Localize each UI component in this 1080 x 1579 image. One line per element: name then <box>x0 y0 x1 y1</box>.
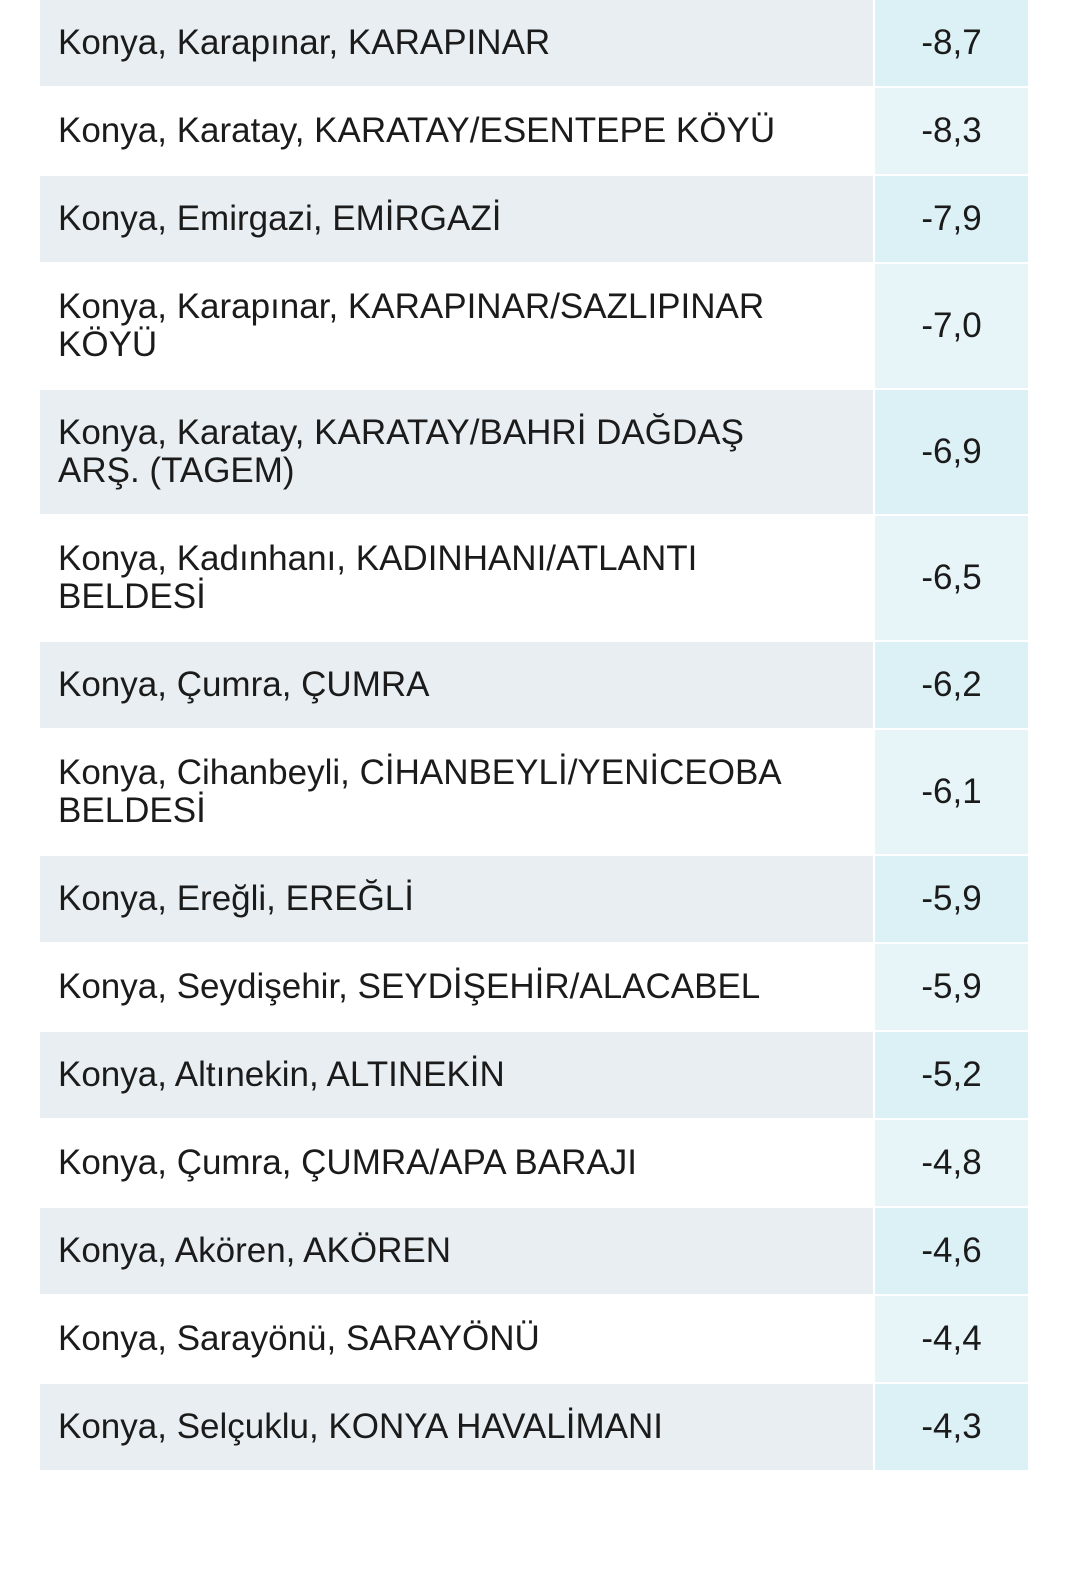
location-cell: Konya, Selçuklu, KONYA HAVALİMANI <box>40 1384 873 1470</box>
value-cell: -5,9 <box>875 944 1028 1030</box>
location-cell: Konya, Sarayönü, SARAYÖNÜ <box>40 1296 873 1382</box>
location-cell: Konya, Karatay, KARATAY/ESENTEPE KÖYÜ <box>40 88 873 174</box>
location-cell: Konya, Cihanbeyli, CİHANBEYLİ/YENİCEOBA … <box>40 730 873 854</box>
table-row: Konya, Selçuklu, KONYA HAVALİMANI -4,3 <box>40 1384 1028 1470</box>
value-cell: -8,3 <box>875 88 1028 174</box>
value-cell: -7,0 <box>875 264 1028 388</box>
table-row: Konya, Kadınhanı, KADINHANI/ATLANTI BELD… <box>40 516 1028 640</box>
value-cell: -4,8 <box>875 1120 1028 1206</box>
location-cell: Konya, Akören, AKÖREN <box>40 1208 873 1294</box>
table-row: Konya, Karapınar, KARAPINAR/SAZLIPINAR K… <box>40 264 1028 388</box>
table-row: Konya, Sarayönü, SARAYÖNÜ -4,4 <box>40 1296 1028 1382</box>
value-cell: -6,9 <box>875 390 1028 514</box>
value-cell: -7,9 <box>875 176 1028 262</box>
table-row: Konya, Karapınar, KARAPINAR -8,7 <box>40 0 1028 86</box>
location-cell: Konya, Emirgazi, EMİRGAZİ <box>40 176 873 262</box>
table-row: Konya, Karatay, KARATAY/ESENTEPE KÖYÜ -8,… <box>40 88 1028 174</box>
value-cell: -8,7 <box>875 0 1028 86</box>
table: Konya, Karapınar, KARAPINAR -8,7 Konya, Ka… <box>38 0 1030 1472</box>
location-cell: Konya, Ereğli, EREĞLİ <box>40 856 873 942</box>
table-row: Konya, Ereğli, EREĞLİ -5,9 <box>40 856 1028 942</box>
location-cell: Konya, Karatay, KARATAY/BAHRİ DAĞDAŞ ARŞ… <box>40 390 873 514</box>
table-row: Konya, Cihanbeyli, CİHANBEYLİ/YENİCEOBA … <box>40 730 1028 854</box>
location-cell: Konya, Kadınhanı, KADINHANI/ATLANTI BELD… <box>40 516 873 640</box>
table-row: Konya, Akören, AKÖREN -4,6 <box>40 1208 1028 1294</box>
table-row: Konya, Çumra, ÇUMRA/APA BARAJI -4,8 <box>40 1120 1028 1206</box>
value-cell: -5,2 <box>875 1032 1028 1118</box>
value-cell: -6,1 <box>875 730 1028 854</box>
value-cell: -5,9 <box>875 856 1028 942</box>
location-cell: Konya, Seydişehir, SEYDİŞEHİR/ALACABEL <box>40 944 873 1030</box>
value-cell: -6,5 <box>875 516 1028 640</box>
location-cell: Konya, Altınekin, ALTINEKİN <box>40 1032 873 1118</box>
table-row: Konya, Çumra, ÇUMRA -6,2 <box>40 642 1028 728</box>
location-cell: Konya, Karapınar, KARAPINAR <box>40 0 873 86</box>
table-row: Konya, Seydişehir, SEYDİŞEHİR/ALACABEL -5… <box>40 944 1028 1030</box>
value-cell: -4,4 <box>875 1296 1028 1382</box>
location-cell: Konya, Çumra, ÇUMRA/APA BARAJI <box>40 1120 873 1206</box>
location-cell: Konya, Çumra, ÇUMRA <box>40 642 873 728</box>
value-cell: -6,2 <box>875 642 1028 728</box>
location-cell: Konya, Karapınar, KARAPINAR/SAZLIPINAR K… <box>40 264 873 388</box>
value-cell: -4,6 <box>875 1208 1028 1294</box>
value-cell: -4,3 <box>875 1384 1028 1470</box>
table-row: Konya, Karatay, KARATAY/BAHRİ DAĞDAŞ ARŞ… <box>40 390 1028 514</box>
table-row: Konya, Altınekin, ALTINEKİN -5,2 <box>40 1032 1028 1118</box>
table-row: Konya, Emirgazi, EMİRGAZİ -7,9 <box>40 176 1028 262</box>
